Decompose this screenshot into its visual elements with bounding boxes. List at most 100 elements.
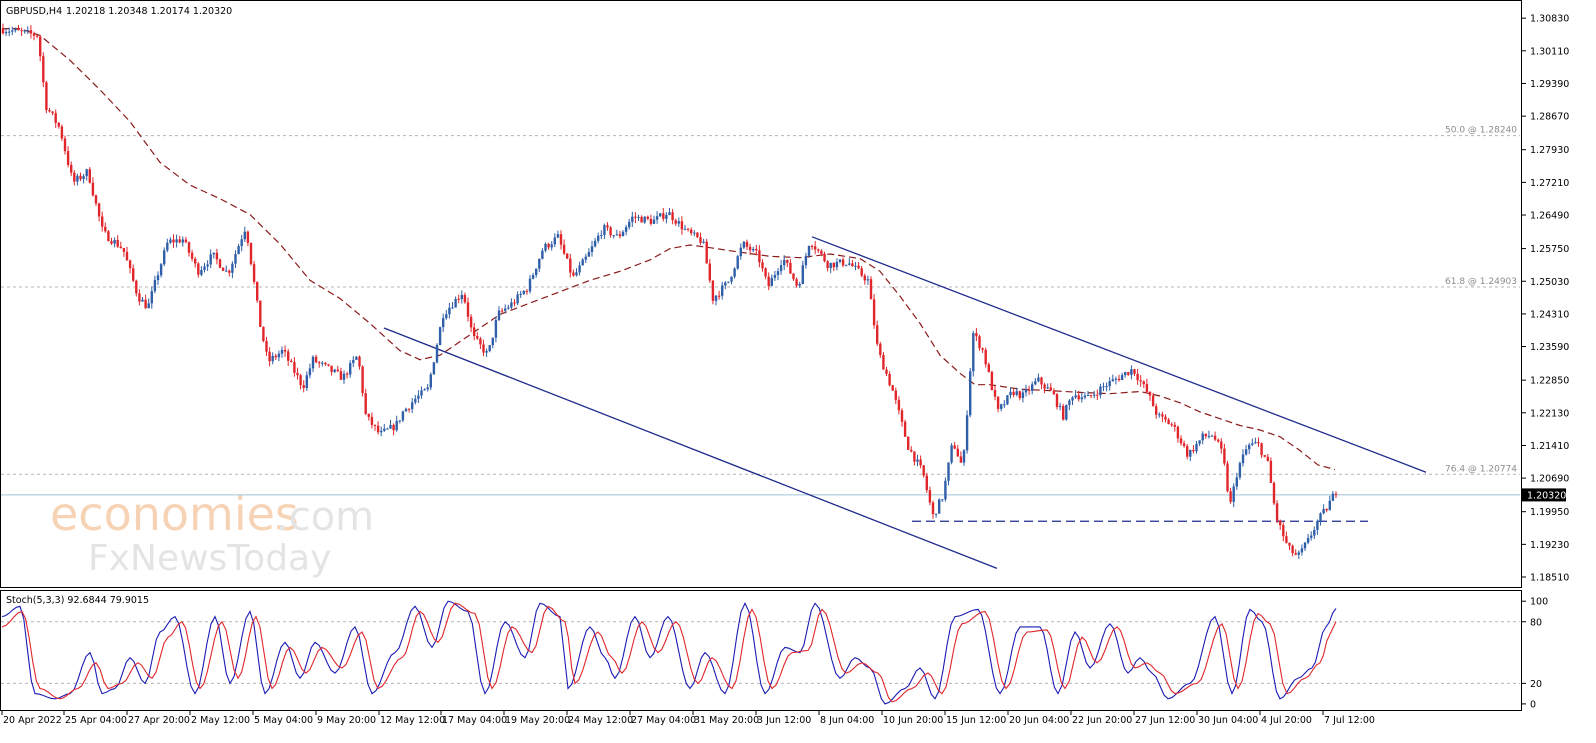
stoch-label: Stoch(5,3,3) 92.6844 79.9015 bbox=[6, 595, 149, 606]
price-tick-label: 1.18510 bbox=[1530, 573, 1569, 584]
candle-bull bbox=[426, 387, 429, 390]
current-price-tag: 1.20320 bbox=[1522, 488, 1566, 502]
candle-bull bbox=[23, 30, 26, 32]
candle-bull bbox=[590, 246, 594, 253]
candle-bull bbox=[1248, 444, 1251, 450]
candle-bear bbox=[789, 262, 792, 274]
candle-bull bbox=[1201, 433, 1204, 441]
candle-bull bbox=[280, 349, 284, 354]
candle-bear bbox=[482, 344, 485, 353]
candle-bull bbox=[113, 240, 116, 244]
candle-bear bbox=[981, 348, 984, 350]
candle-bear bbox=[569, 258, 572, 273]
candle-bear bbox=[758, 250, 761, 263]
candle-bear bbox=[110, 241, 113, 244]
candle-bull bbox=[1319, 513, 1322, 522]
candle-bull bbox=[1120, 375, 1124, 381]
candle-bull bbox=[342, 373, 346, 380]
price-axis: 1.30830 1.30110 1.29390 1.28670 1.27930 1.272… bbox=[1522, 14, 1569, 584]
candle-bull bbox=[637, 216, 640, 218]
candle-bear bbox=[907, 436, 910, 450]
candle-bull bbox=[773, 275, 777, 278]
time-tick-label: 20 Apr 2022 bbox=[3, 715, 62, 726]
candle-bull bbox=[147, 303, 150, 309]
candle-bear bbox=[252, 264, 256, 282]
time-tick-label: 27 May 04:00 bbox=[631, 715, 696, 726]
candle-bear bbox=[119, 246, 122, 248]
candle-bear bbox=[345, 373, 349, 375]
candle-bear bbox=[135, 280, 138, 294]
candle-bear bbox=[1077, 395, 1080, 400]
candle-bear bbox=[268, 351, 271, 362]
candle-bull bbox=[643, 216, 646, 223]
candle-bear bbox=[1294, 553, 1297, 555]
candle-bull bbox=[652, 219, 656, 224]
candle-bull bbox=[1046, 387, 1049, 389]
candle-bear bbox=[1291, 545, 1294, 554]
candle-bull bbox=[556, 234, 560, 238]
candle-bull bbox=[1099, 386, 1102, 396]
candle-bull bbox=[516, 294, 519, 304]
candle-bull bbox=[395, 420, 398, 431]
candle-bear bbox=[1288, 542, 1291, 546]
candle-bear bbox=[786, 259, 789, 263]
candle-bear bbox=[1127, 372, 1130, 375]
candle-bear bbox=[851, 263, 854, 267]
moving-average-line bbox=[2, 28, 1336, 471]
candle-bear bbox=[32, 33, 36, 36]
candle-bear bbox=[1043, 384, 1046, 389]
candle-bear bbox=[1275, 503, 1279, 521]
candle-bear bbox=[1018, 391, 1021, 399]
candle-bear bbox=[45, 82, 48, 111]
candle-bear bbox=[832, 262, 835, 268]
candle-bear bbox=[358, 356, 361, 367]
candle-bull bbox=[1068, 400, 1071, 405]
candle-bull bbox=[355, 356, 358, 360]
candle-bull bbox=[1207, 435, 1211, 437]
candle-bull bbox=[1083, 395, 1087, 398]
candle-bear bbox=[996, 396, 1000, 409]
candle-bear bbox=[457, 298, 460, 300]
time-tick-label: 25 Apr 04:00 bbox=[65, 715, 127, 726]
stoch-signal-line bbox=[1, 602, 1337, 703]
candle-bear bbox=[407, 408, 411, 410]
candle-bull bbox=[783, 259, 786, 266]
candle-bear bbox=[764, 268, 767, 277]
candle-bear bbox=[640, 216, 643, 223]
candle-bull bbox=[1303, 542, 1307, 549]
candle-bear bbox=[1269, 460, 1273, 483]
candle-bear bbox=[63, 138, 67, 152]
candle-bear bbox=[823, 253, 826, 262]
candle-bull bbox=[159, 264, 163, 276]
candle-bull bbox=[349, 363, 352, 375]
candle-bull bbox=[531, 275, 535, 279]
candle-bull bbox=[333, 369, 336, 372]
candle-bear bbox=[559, 234, 563, 245]
candle-bull bbox=[522, 290, 525, 294]
candle-bull bbox=[1086, 395, 1090, 397]
candle-bull bbox=[544, 243, 547, 251]
candle-bull bbox=[1328, 500, 1331, 511]
candle-bear bbox=[318, 362, 321, 364]
candle-bear bbox=[1, 28, 5, 34]
candle-bull bbox=[1310, 535, 1313, 538]
candle-bear bbox=[500, 310, 504, 312]
candle-bear bbox=[364, 393, 367, 414]
candle-bear bbox=[1062, 406, 1065, 420]
candle-bear bbox=[215, 252, 219, 260]
candle-bear bbox=[125, 251, 129, 261]
candle-bull bbox=[414, 398, 417, 403]
candle-bear bbox=[367, 413, 370, 417]
candle-bull bbox=[1105, 386, 1108, 388]
candle-bear bbox=[857, 265, 860, 269]
price-tick-label: 1.22130 bbox=[1530, 408, 1569, 419]
candle-bull bbox=[507, 307, 510, 309]
candle-bull bbox=[829, 262, 832, 269]
candle-bear bbox=[572, 272, 575, 276]
candle-bear bbox=[618, 234, 622, 237]
stoch-lines bbox=[1, 600, 1337, 705]
candle-bull bbox=[538, 258, 541, 269]
main-chart-frame bbox=[0, 0, 1522, 588]
candle-bear bbox=[975, 333, 978, 337]
candle-bull bbox=[1031, 384, 1034, 391]
